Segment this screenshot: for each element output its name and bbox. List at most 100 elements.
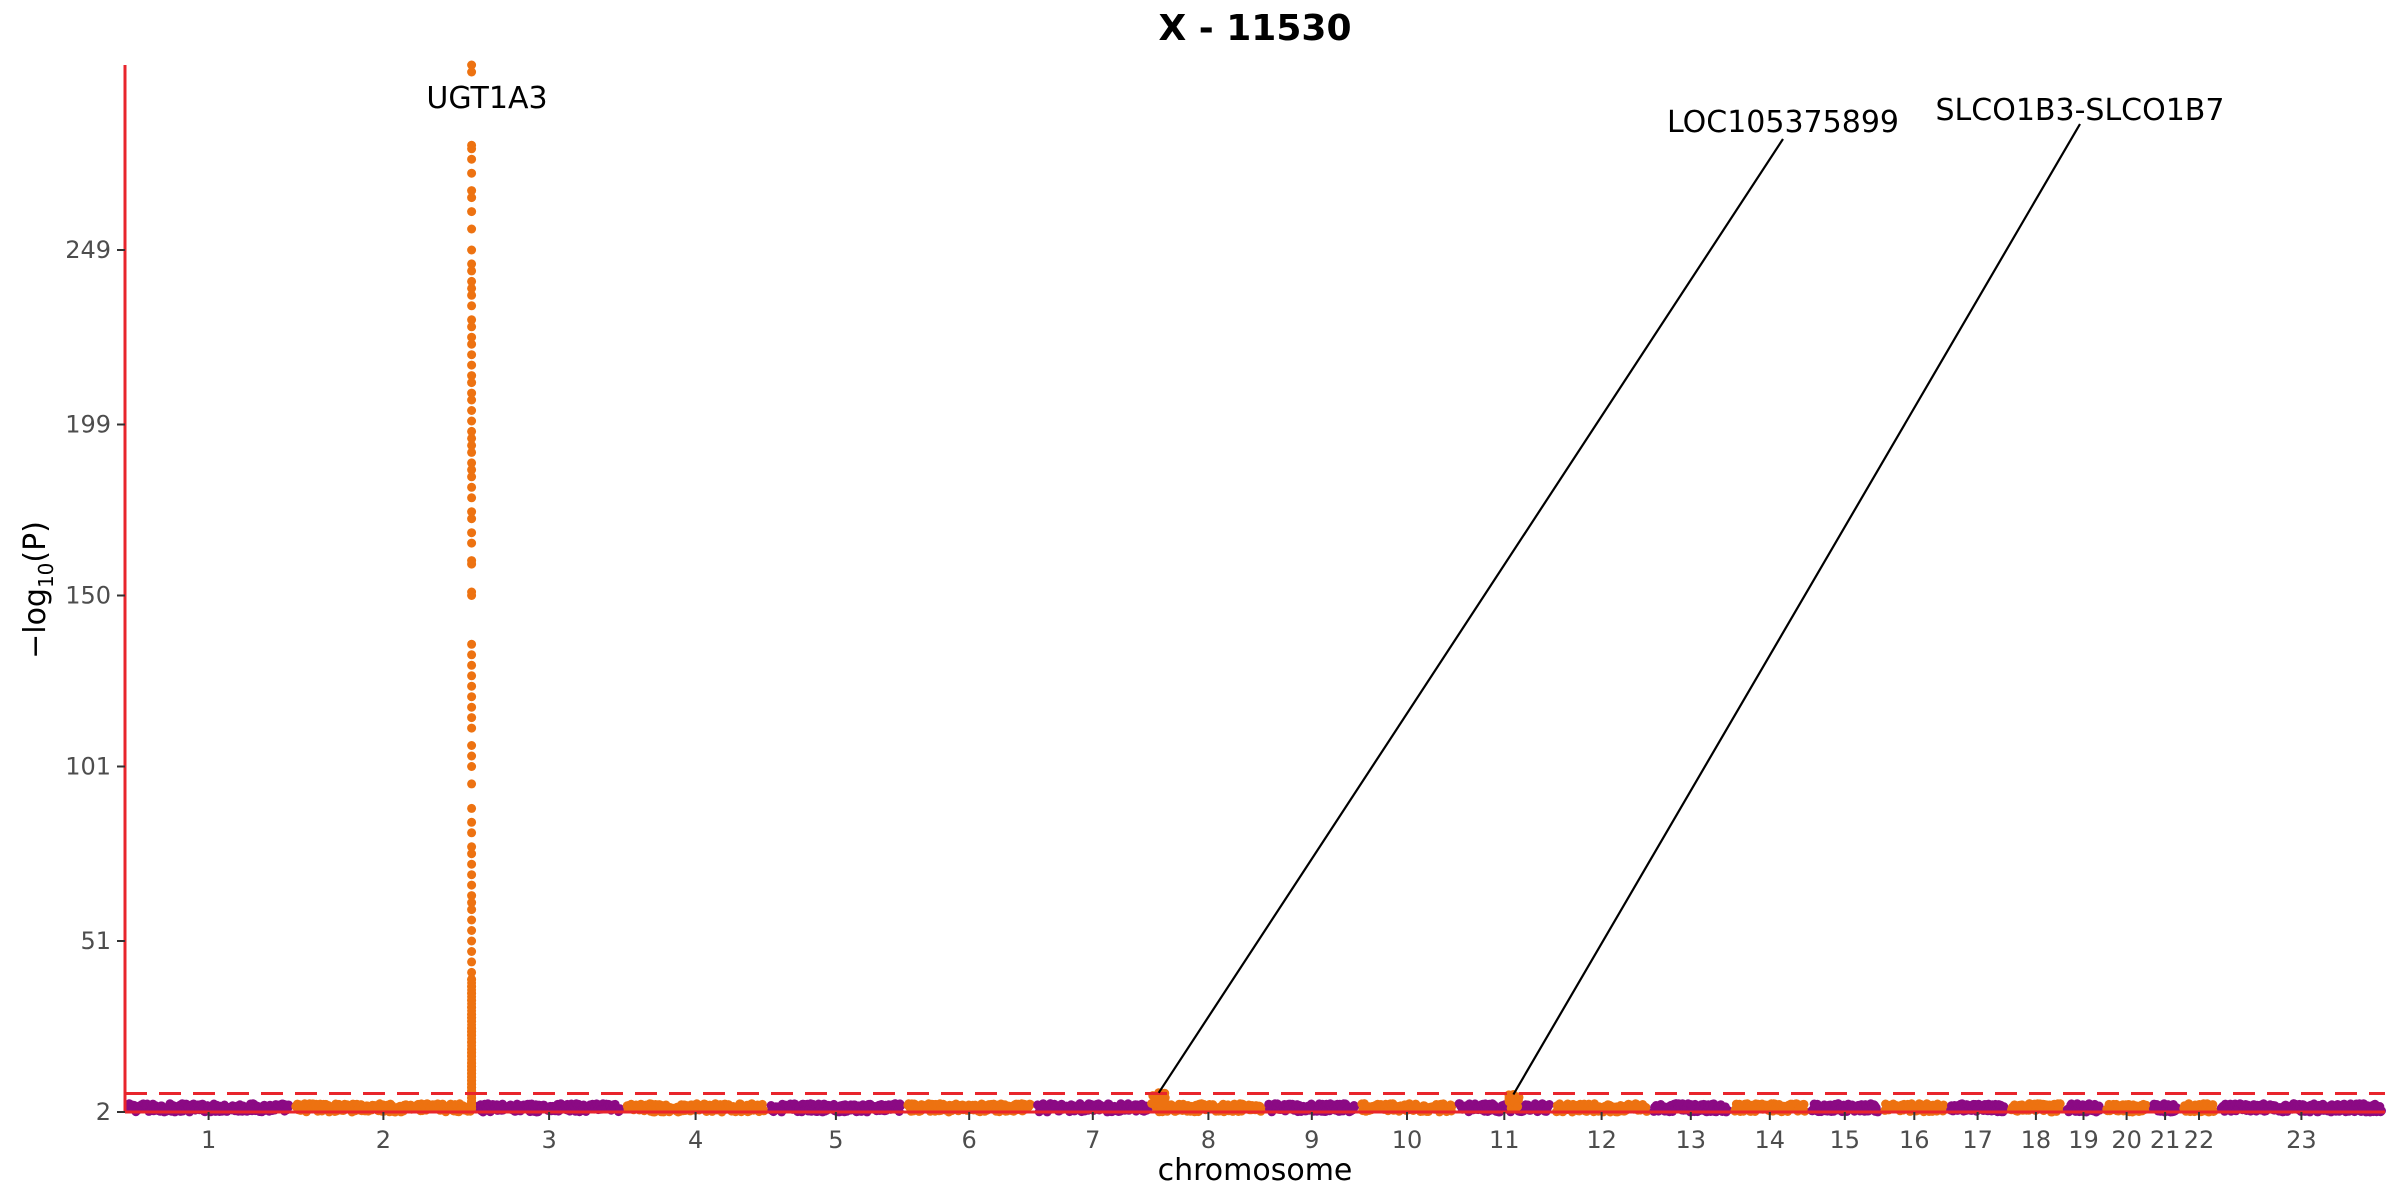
snp-point (467, 828, 477, 838)
snp-point (467, 762, 477, 771)
snp-point (467, 283, 477, 293)
snp-point (467, 660, 477, 670)
snp-point (467, 426, 477, 436)
snp-point (467, 528, 477, 538)
snp-point (467, 416, 477, 426)
hit-cluster-chr8 (1147, 1088, 1170, 1111)
snp-point (467, 671, 477, 681)
snp-point (467, 849, 477, 859)
chromosome-band-5 (766, 1099, 906, 1117)
snp-point (467, 224, 477, 234)
y-axis-title: −log10(P) (18, 521, 58, 659)
snp-point (467, 186, 477, 196)
x-tick-label: 17 (1962, 1126, 1993, 1154)
snp-point (467, 898, 477, 908)
snp-point (467, 702, 477, 712)
snp-point (467, 168, 477, 178)
peak-points (467, 60, 477, 1113)
x-tick-label: 1 (201, 1126, 216, 1154)
snp-point (1026, 1100, 1035, 1109)
snp-point (467, 915, 477, 925)
gene-label-slco1b3-slco1b7: SLCO1B3-SLCO1B7 (1936, 93, 2225, 128)
snp-point (467, 350, 477, 360)
x-tick-label: 18 (2021, 1126, 2052, 1154)
snp-point (2141, 1100, 2151, 1110)
snp-point (896, 1101, 906, 1111)
y-axis-title-main: −log (18, 588, 53, 659)
snp-point (467, 639, 477, 649)
snp-point (467, 507, 477, 517)
snp-point (467, 207, 477, 217)
y-tick-label: 249 (65, 236, 111, 264)
snp-point (467, 681, 477, 691)
data-points (124, 60, 2386, 1117)
x-tick-label: 9 (1304, 1126, 1319, 1154)
snp-point (467, 245, 477, 255)
snp-point (467, 870, 477, 880)
label-leader-line (1157, 138, 1784, 1094)
x-tick-label: 7 (1085, 1126, 1100, 1154)
x-tick-label: 2 (376, 1126, 391, 1154)
x-tick-label: 10 (1392, 1126, 1423, 1154)
gene-label-ugt1a3: UGT1A3 (426, 81, 547, 116)
snp-point (1159, 1098, 1169, 1108)
snp-point (467, 360, 477, 370)
x-tick-label: 23 (2286, 1126, 2317, 1154)
x-tick-label: 8 (1201, 1126, 1216, 1154)
snp-point (467, 458, 477, 468)
snp-point (467, 741, 477, 750)
snp-point (467, 880, 477, 890)
snp-point (467, 967, 477, 977)
snp-point (467, 339, 477, 349)
x-tick-label: 11 (1489, 1126, 1520, 1154)
snp-point (467, 371, 477, 381)
snp-point (467, 926, 477, 935)
snp-point (467, 538, 477, 548)
x-tick-label: 15 (1830, 1126, 1861, 1154)
snp-point (467, 891, 477, 901)
snp-point (467, 713, 477, 723)
snp-point (467, 301, 477, 311)
snp-point (467, 559, 477, 569)
snp-point (1939, 1100, 1949, 1110)
snp-point (467, 395, 477, 405)
snp-point (467, 842, 477, 852)
snp-point (467, 259, 477, 269)
snp-point (1544, 1100, 1554, 1109)
y-axis-title-subscript: 10 (34, 563, 58, 588)
snp-point (467, 290, 477, 300)
snp-point (1447, 1101, 1457, 1111)
snp-point (1513, 1102, 1523, 1112)
snp-point (467, 514, 477, 524)
y-tick-label: 199 (65, 411, 111, 439)
x-tick-label: 3 (541, 1126, 556, 1154)
x-tick-label: 13 (1676, 1126, 1707, 1154)
snp-point (467, 433, 477, 443)
chart-title: X - 11530 (1158, 8, 1351, 49)
snp-point (467, 817, 477, 827)
snp-point (467, 322, 477, 332)
y-tick-label: 101 (65, 753, 111, 781)
x-tick-label: 14 (1755, 1126, 1786, 1154)
snp-point (467, 193, 477, 203)
snp-point (467, 905, 477, 915)
y-axis-title-p: (P) (18, 521, 53, 563)
y-tick-label: 150 (65, 582, 111, 610)
x-tick-label: 5 (828, 1126, 843, 1154)
annotation-layer: UGT1A3 LOC105375899 SLCO1B3-SLCO1B7 (426, 81, 2225, 1096)
x-tick-label: 19 (2068, 1126, 2099, 1154)
snp-point (467, 803, 477, 813)
snp-point (467, 947, 477, 956)
x-tick-label: 22 (2184, 1126, 2215, 1154)
x-tick-label: 21 (2150, 1126, 2181, 1154)
snp-point (467, 447, 477, 457)
snp-point (467, 859, 477, 869)
gene-label-loc105375899: LOC105375899 (1667, 105, 1899, 140)
snp-point (467, 723, 477, 733)
x-axis-title: chromosome (1158, 1153, 1353, 1188)
x-tick-label: 6 (962, 1126, 977, 1154)
chromosome-band-18 (2007, 1099, 2065, 1117)
svg-text:−log10(P): −log10(P) (18, 521, 58, 659)
